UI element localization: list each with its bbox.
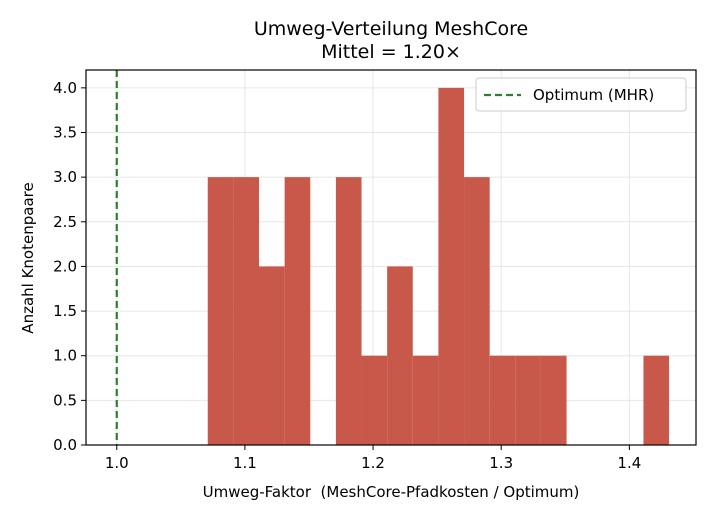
histogram-bar-11 [515,355,541,445]
histogram-bar-6 [387,266,413,445]
y-axis-label: Anzahl Knotenpaare [19,182,37,333]
y-tick-label-0: 0.0 [53,436,77,454]
legend-box [475,77,687,112]
x-tick-label-3: 1.3 [489,454,513,472]
histogram-bar-13 [643,355,670,445]
y-tick-label-2: 1.0 [53,347,77,365]
histogram-bar-1 [233,177,260,445]
x-tick-label-2: 1.2 [361,454,385,472]
plot-frame [85,69,697,446]
y-tick-label-5: 2.5 [53,213,77,231]
y-tick-label-6: 3.0 [53,168,77,186]
x-tick-label-1: 1.1 [233,454,257,472]
y-tick-label-7: 3.5 [53,124,77,142]
histogram-bar-12 [540,355,567,445]
x-tick-label-4: 1.4 [617,454,641,472]
legend: Optimum (MHR) [475,77,687,112]
legend-label-optimum: Optimum (MHR) [533,86,654,104]
histogram-bar-0 [207,177,234,445]
histogram-bar-5 [361,355,388,445]
histogram-bar-3 [284,177,311,445]
y-tick-label-4: 2.0 [53,257,77,275]
histogram-bar-2 [259,266,285,445]
y-tick-label-8: 4.0 [53,79,77,97]
x-axis-label: Umweg-Faktor (MeshCore-Pfadkosten / Opti… [203,483,580,501]
y-axis-ticks: 0.0 0.5 1.0 1.5 2.0 2.5 3.0 3.5 4.0 [53,79,86,454]
histogram-bar-4 [335,177,362,445]
histogram-bar-10 [489,355,516,445]
histogram-bar-9 [464,177,490,445]
x-tick-label-0: 1.0 [105,454,129,472]
y-tick-label-1: 0.5 [53,391,77,409]
histogram-bar-7 [412,355,439,445]
chart-title: Umweg-Verteilung MeshCore [254,18,528,40]
y-tick-label-3: 1.5 [53,302,77,320]
x-axis-ticks: 1.0 1.1 1.2 1.3 1.4 [105,445,641,472]
chart-subtitle: Mittel = 1.20× [321,41,461,63]
histogram-bars [207,87,670,445]
histogram-bar-8 [438,87,465,445]
